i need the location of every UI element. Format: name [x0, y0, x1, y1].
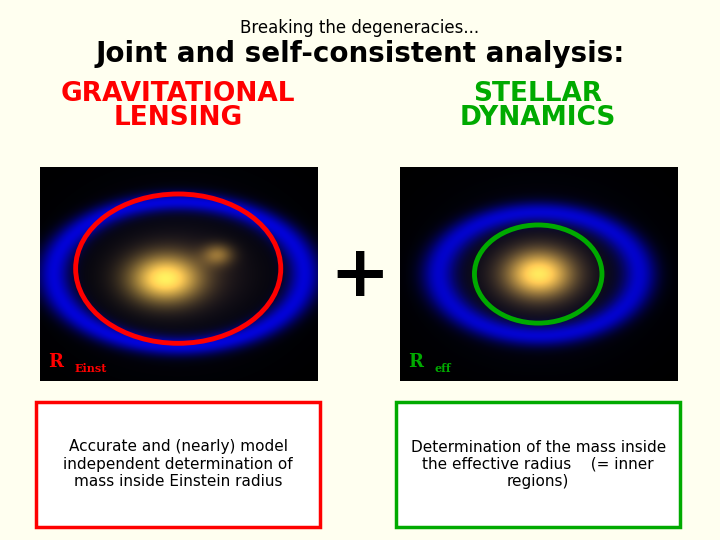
Text: Einst: Einst: [74, 363, 107, 374]
Text: DYNAMICS: DYNAMICS: [459, 105, 616, 131]
Bar: [400, 167, 677, 381]
Text: Determination of the mass inside
the effective radius    (= inner
regions): Determination of the mass inside the eff…: [410, 440, 666, 489]
Text: R: R: [48, 353, 63, 371]
Text: Breaking the degeneracies...: Breaking the degeneracies...: [240, 19, 480, 37]
Text: Joint and self-consistent analysis:: Joint and self-consistent analysis:: [95, 40, 625, 69]
Text: eff: eff: [434, 363, 451, 374]
Text: R: R: [408, 353, 423, 371]
FancyBboxPatch shape: [396, 402, 680, 526]
Text: GRAVITATIONAL: GRAVITATIONAL: [60, 81, 295, 107]
Text: Accurate and (nearly) model
independent determination of
mass inside Einstein ra: Accurate and (nearly) model independent …: [63, 440, 293, 489]
Text: LENSING: LENSING: [113, 105, 243, 131]
FancyBboxPatch shape: [36, 402, 320, 526]
Text: STELLAR: STELLAR: [473, 81, 603, 107]
Bar: [40, 167, 317, 381]
Text: +: +: [330, 242, 390, 311]
